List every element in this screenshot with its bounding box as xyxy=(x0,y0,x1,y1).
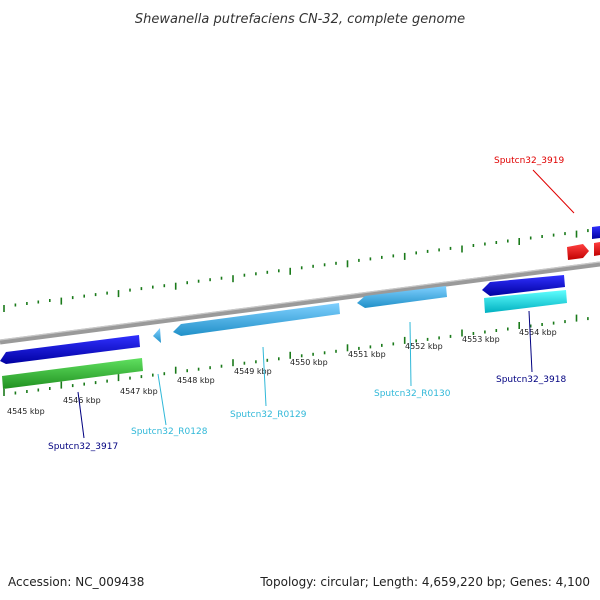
backbone-highlight xyxy=(0,261,600,341)
gene-label-sputcn32-3919: Sputcn32_3919 xyxy=(494,156,564,166)
rna-arrow-sputcn32-r0130 xyxy=(357,286,447,308)
rna-arrow-sputcn32-r0129 xyxy=(173,303,340,336)
gene-label-sputcn32-3918: Sputcn32_3918 xyxy=(496,375,566,385)
tick-label-4549: 4549 kbp xyxy=(234,367,272,376)
tick-label-4551: 4551 kbp xyxy=(348,350,386,359)
gene-label-sputcn32-r0129: Sputcn32_R0129 xyxy=(230,410,307,420)
gene-label-sputcn32-3917: Sputcn32_3917 xyxy=(48,442,118,452)
gene-bar-red-edge xyxy=(594,242,600,256)
tick-label-4553: 4553 kbp xyxy=(462,335,500,344)
tick-label-4550: 4550 kbp xyxy=(290,358,328,367)
leader-line-3917 xyxy=(77,391,85,439)
backbone-line xyxy=(0,261,600,345)
gene-arrow-sputcn32-3918 xyxy=(482,275,565,296)
tick-label-4546: 4546 kbp xyxy=(63,396,101,405)
tick-label-4545: 4545 kbp xyxy=(7,407,45,416)
gene-bar-green xyxy=(2,358,143,389)
rna-arrow-sputcn32-r0128 xyxy=(153,328,161,343)
gene-bar-cyan xyxy=(484,290,567,313)
leader-line-3919 xyxy=(532,169,575,214)
gene-arrow-sputcn32-3917 xyxy=(0,335,140,364)
tick-label-4548: 4548 kbp xyxy=(177,376,215,385)
tick-label-4554: 4554 kbp xyxy=(519,328,557,337)
genome-summary-text: Topology: circular; Length: 4,659,220 bp… xyxy=(259,575,590,589)
gene-arrow-sputcn32-3919 xyxy=(567,244,589,260)
lower-tick-row xyxy=(3,314,589,396)
map-title: Shewanella putrefaciens CN-32, complete … xyxy=(135,12,465,27)
gene-label-sputcn32-r0130: Sputcn32_R0130 xyxy=(374,389,451,399)
accession-text: Accession: NC_009438 xyxy=(8,575,144,589)
leader-line-r0128 xyxy=(157,373,167,426)
gene-bar-blue-edge xyxy=(592,226,600,239)
tick-label-4552: 4552 kbp xyxy=(405,342,443,351)
tick-label-4547: 4547 kbp xyxy=(120,387,158,396)
leader-line-r0130 xyxy=(409,321,412,387)
leader-line-r0129 xyxy=(262,346,267,407)
gene-label-sputcn32-r0128: Sputcn32_R0128 xyxy=(131,427,208,437)
upper-tick-row xyxy=(3,229,589,312)
leader-line-3918 xyxy=(528,310,533,373)
